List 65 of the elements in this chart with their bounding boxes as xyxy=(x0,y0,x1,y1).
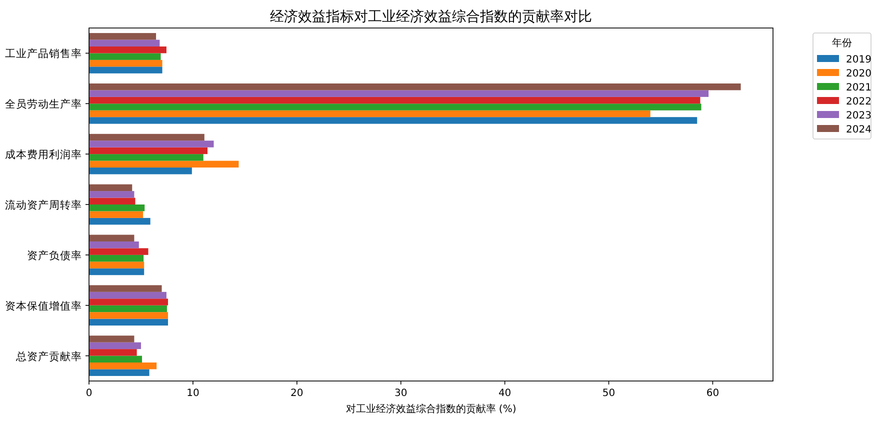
bar xyxy=(89,204,145,212)
bar xyxy=(89,104,702,110)
x-tick-label: 30 xyxy=(394,388,408,399)
bar xyxy=(89,356,142,363)
bar xyxy=(89,198,136,204)
bar xyxy=(89,184,132,192)
bar xyxy=(89,312,168,319)
bar xyxy=(89,211,144,218)
legend-label: 2020 xyxy=(846,68,872,80)
bar xyxy=(89,140,214,148)
legend-label: 2021 xyxy=(846,82,872,94)
bar xyxy=(89,134,204,141)
chart-title: 经济效益指标对工业经济效益综合指数的贡献率对比 xyxy=(270,9,592,25)
legend-title: 年份 xyxy=(832,37,852,49)
y-tick-label: 工业产品销售率 xyxy=(5,47,82,60)
bar xyxy=(89,168,192,174)
bar xyxy=(89,117,698,124)
y-tick-label: 资本保值增值率 xyxy=(5,299,82,312)
bar xyxy=(89,349,137,356)
bar xyxy=(89,285,162,292)
x-tick-label: 20 xyxy=(290,388,304,399)
bar xyxy=(89,298,168,306)
bar xyxy=(89,254,144,262)
y-tick-label: 流动资产周转率 xyxy=(5,198,82,212)
bar xyxy=(89,90,709,97)
bar xyxy=(89,83,741,90)
bar xyxy=(89,342,141,350)
bar xyxy=(89,241,139,248)
bar xyxy=(89,154,204,161)
bar xyxy=(89,262,144,268)
bar xyxy=(89,147,208,154)
y-tick-label: 资产负债率 xyxy=(27,248,82,262)
bar xyxy=(89,369,150,376)
bar xyxy=(89,248,148,255)
bar xyxy=(89,110,650,118)
bar xyxy=(89,60,162,67)
bar xyxy=(89,318,168,326)
x-tick-label: 0 xyxy=(86,388,92,399)
y-tick-label: 总资产贡献率 xyxy=(15,350,82,363)
x-tick-label: 40 xyxy=(498,388,512,399)
bar xyxy=(89,53,161,60)
legend-label: 2022 xyxy=(846,96,872,108)
legend-label: 2024 xyxy=(846,124,872,136)
y-tick-label: 成本费用利润率 xyxy=(5,148,82,162)
bar xyxy=(89,33,156,40)
bar xyxy=(89,336,134,342)
bar xyxy=(89,66,162,74)
bar xyxy=(89,305,167,312)
y-tick-label: 全员劳动生产率 xyxy=(5,98,82,111)
bar xyxy=(89,96,700,104)
bar xyxy=(89,362,157,370)
x-tick-label: 10 xyxy=(186,388,200,399)
legend-label: 2023 xyxy=(846,110,872,122)
bar xyxy=(89,268,144,276)
legend-label: 2019 xyxy=(846,54,872,66)
bar xyxy=(89,218,150,225)
bar xyxy=(89,160,239,168)
bar xyxy=(89,292,166,299)
x-tick-label: 60 xyxy=(706,388,720,399)
bar xyxy=(89,40,160,46)
bar xyxy=(89,191,134,198)
x-tick-label: 50 xyxy=(602,388,616,399)
x-axis-title: 对工业经济效益综合指数的贡献率 (%) xyxy=(346,403,516,415)
bar xyxy=(89,234,134,242)
bar xyxy=(89,46,166,54)
